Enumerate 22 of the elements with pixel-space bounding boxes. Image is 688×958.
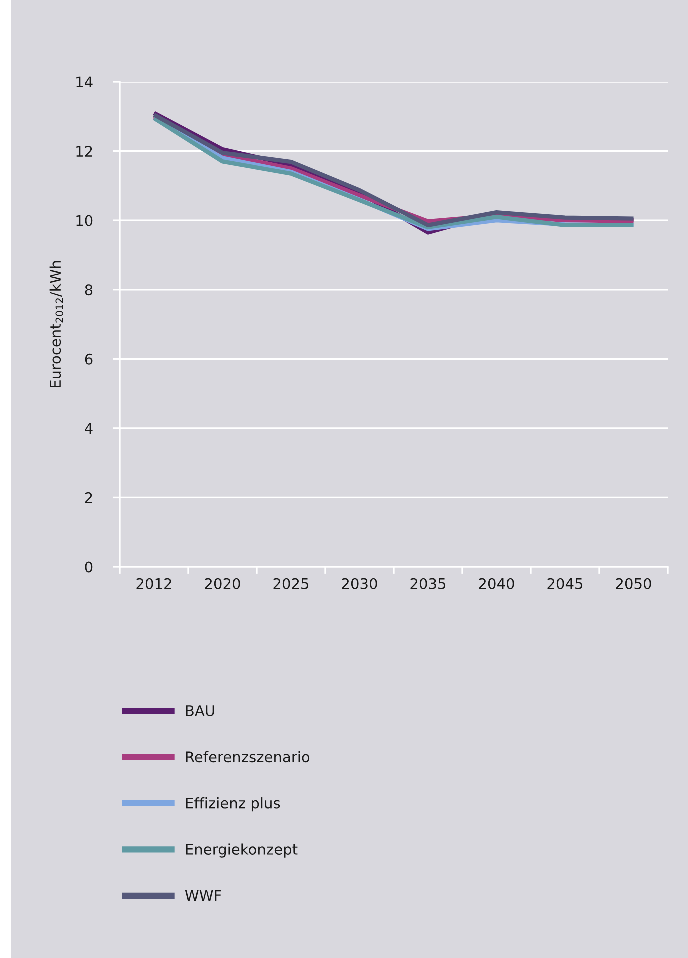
y-axis-title: Eurocent$_{2012}$/kWh — [50, 261, 64, 388]
legend-label: Effizienz plus — [186, 798, 280, 812]
y-tick-label: 14 — [76, 76, 93, 88]
x-tick-label: 2045 — [548, 578, 583, 590]
x-tick-label: 2025 — [274, 578, 309, 590]
x-tick-label: 2040 — [479, 578, 514, 590]
legend-label: WWF — [185, 890, 222, 901]
y-tick-label: 6 — [85, 354, 93, 365]
y-tick-label: 0 — [85, 562, 93, 573]
y-tick-label: 8 — [85, 284, 93, 296]
legend-label: BAU — [186, 706, 214, 716]
y-tick-label: 10 — [76, 215, 93, 226]
x-tick-label: 2035 — [410, 578, 446, 590]
legend-label: Energiekonzept — [186, 844, 298, 858]
x-tick-label: 2020 — [205, 578, 240, 590]
y-tick-label: 2 — [85, 492, 92, 504]
y-tick-label: 12 — [76, 146, 92, 157]
x-tick-label: 2050 — [616, 578, 652, 590]
x-tick-label: 2030 — [342, 578, 378, 590]
x-tick-label: 2012 — [136, 578, 172, 590]
legend-label: Referenzszenario — [186, 751, 310, 763]
y-tick-label: 4 — [85, 423, 93, 434]
